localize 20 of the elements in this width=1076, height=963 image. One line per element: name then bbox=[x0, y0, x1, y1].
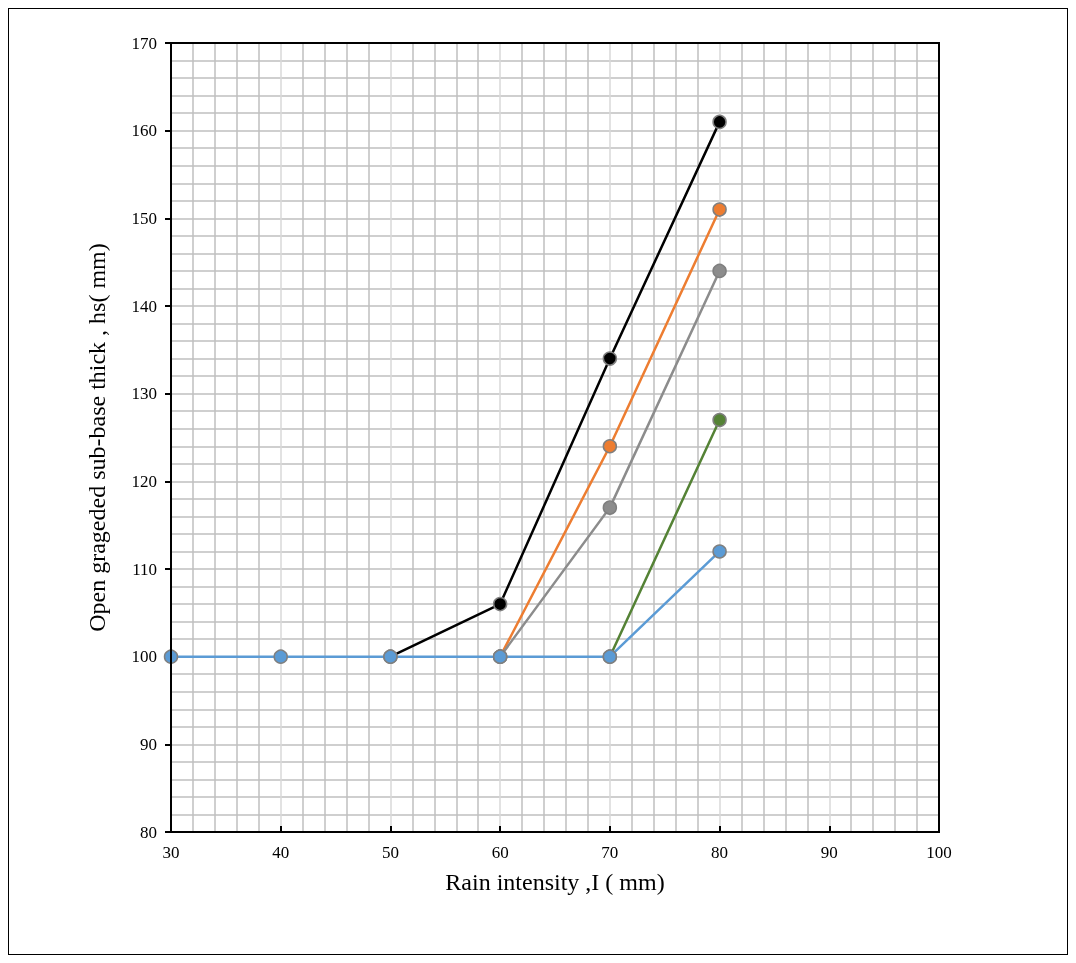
y-tick-label: 160 bbox=[131, 121, 157, 141]
y-tick-label: 100 bbox=[131, 647, 157, 667]
y-tick-label: 110 bbox=[132, 559, 157, 579]
x-tick-label: 40 bbox=[272, 843, 290, 862]
y-tick-label: 80 bbox=[140, 822, 157, 842]
y-tick-label: 150 bbox=[131, 208, 157, 228]
x-tick-label: 100 bbox=[926, 843, 952, 862]
y-tick-label: 170 bbox=[131, 33, 157, 53]
x-tick-label: 80 bbox=[711, 843, 729, 862]
x-axis-title: Rain intensity ,I ( mm) bbox=[445, 869, 665, 895]
x-tick-label: 90 bbox=[820, 843, 838, 862]
x-tick-label: 60 bbox=[491, 843, 509, 862]
x-tick-label: 50 bbox=[381, 843, 399, 862]
y-tick-label: 130 bbox=[131, 384, 157, 404]
y-tick-label: 120 bbox=[131, 471, 157, 491]
y-axis-title: Open grageded sub-base thick , hs( mm) bbox=[84, 243, 110, 632]
y-tick-label: 90 bbox=[140, 734, 157, 754]
y-tick-label: 140 bbox=[131, 296, 157, 316]
x-tick-label: 70 bbox=[601, 843, 619, 862]
x-tick-label: 30 bbox=[162, 843, 180, 862]
